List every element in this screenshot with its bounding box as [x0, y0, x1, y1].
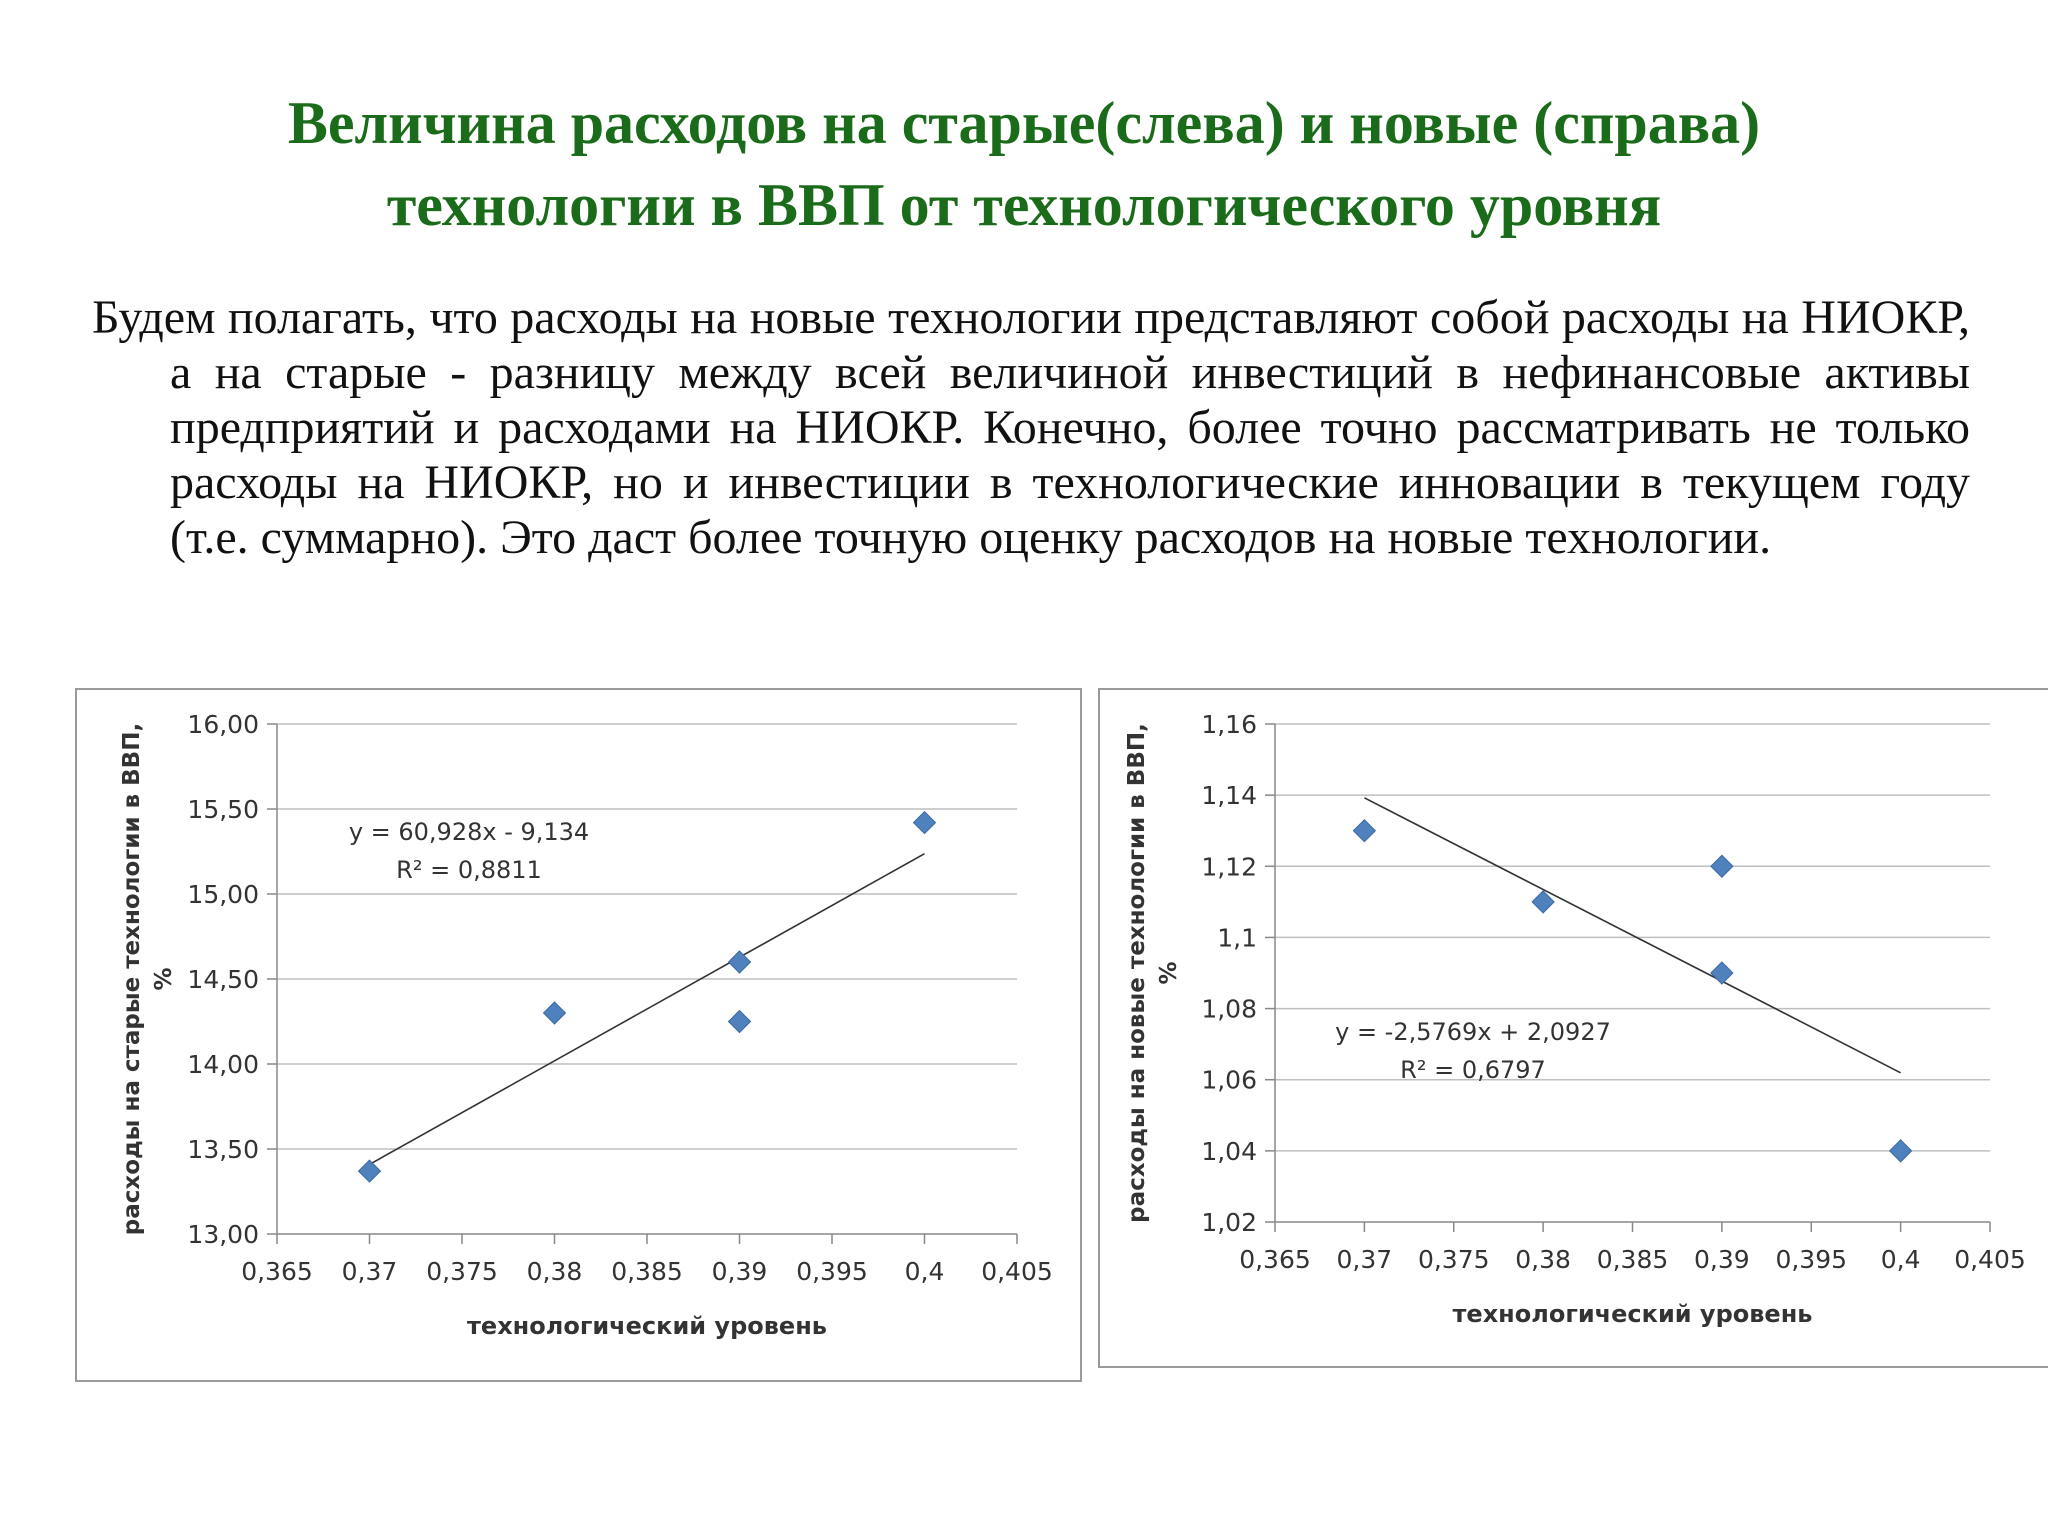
- data-point: [1531, 890, 1555, 914]
- x-tick-label: 0,375: [1418, 1245, 1490, 1274]
- x-tick-label: 0,395: [796, 1257, 868, 1286]
- data-point: [1710, 854, 1734, 878]
- x-tick-label: 0,395: [1775, 1245, 1847, 1274]
- slide-title-line-1: Величина расходов на старые(слева) и нов…: [287, 90, 1761, 156]
- y-tick-label: 1,06: [1201, 1066, 1257, 1095]
- data-point: [1710, 961, 1734, 985]
- data-point: [912, 810, 937, 835]
- y-tick-label: 1,08: [1201, 995, 1257, 1024]
- x-tick-label: 0,37: [1337, 1245, 1393, 1274]
- y-tick-label: 13,00: [187, 1220, 259, 1249]
- trendline-equation: y = 60,928x - 9,134: [349, 818, 589, 846]
- data-point: [357, 1159, 382, 1183]
- x-tick-label: 0,4: [1881, 1245, 1921, 1274]
- x-tick-label: 0,38: [527, 1257, 583, 1286]
- x-tick-label: 0,38: [1515, 1245, 1571, 1274]
- y-tick-label: 16,00: [187, 710, 259, 739]
- data-point: [727, 950, 752, 974]
- y-tick-label: 13,50: [187, 1135, 259, 1164]
- trendline-r-squared: R² = 0,6797: [1400, 1056, 1546, 1084]
- x-tick-label: 0,37: [342, 1257, 398, 1286]
- x-tick-label: 0,39: [1694, 1245, 1750, 1274]
- y-tick-label: 1,04: [1201, 1137, 1257, 1166]
- data-point: [1352, 819, 1377, 843]
- slide-title: Величина расходов на старые(слева) и нов…: [0, 82, 2048, 246]
- y-axis-label: расходы на новые технологии в ВВП,: [1124, 723, 1150, 1223]
- data-point: [1888, 1139, 1913, 1163]
- trendline-r-squared: R² = 0,8811: [396, 856, 542, 884]
- chart-new-technologies: 1,02 1,04 1,06 1,08 1,1 1,12 1,14 1,16 0,365 0,37…: [1098, 688, 2048, 1368]
- x-tick-label: 0,4: [905, 1257, 945, 1286]
- y-tick-label: 1,16: [1201, 710, 1257, 739]
- chart-old-technologies: 13,00 13,50 14,00 14,50 15,00 15,50 16,00 0,365…: [75, 688, 1082, 1382]
- x-tick-label: 0,365: [1239, 1245, 1311, 1274]
- chart-new-technologies-svg: 1,02 1,04 1,06 1,08 1,1 1,12 1,14 1,16 0,365 0,37…: [1124, 710, 2026, 1328]
- slide-title-line-2: технологии в ВВП от технологического уро…: [386, 172, 1662, 238]
- trendline-equation: y = -2,5769x + 2,0927: [1335, 1018, 1611, 1046]
- data-point: [542, 1001, 567, 1025]
- data-point: [727, 1009, 752, 1034]
- trendline: [369, 852, 925, 1166]
- y-axis-label-unit: %: [151, 967, 177, 990]
- x-tick-label: 0,365: [241, 1257, 313, 1286]
- x-axis-label: технологический уровень: [1453, 1300, 1813, 1328]
- x-tick-label: 0,39: [712, 1257, 768, 1286]
- x-tick-label: 0,405: [1954, 1245, 2026, 1274]
- x-tick-label: 0,375: [426, 1257, 498, 1286]
- y-tick-label: 14,50: [187, 965, 259, 994]
- y-axis-label-unit: %: [1156, 961, 1182, 984]
- body-paragraph: Будем полагать, что расходы на новые тех…: [92, 291, 1970, 564]
- y-tick-label: 15,50: [187, 795, 259, 824]
- x-tick-label: 0,385: [1597, 1245, 1669, 1274]
- y-tick-label: 1,14: [1201, 781, 1257, 810]
- chart-old-technologies-svg: 13,00 13,50 14,00 14,50 15,00 15,50 16,00 0,365…: [119, 710, 1053, 1340]
- y-axis-label: расходы на старые технологии в ВВП,: [119, 723, 145, 1235]
- x-axis-label: технологический уровень: [467, 1312, 827, 1340]
- x-tick-label: 0,385: [611, 1257, 683, 1286]
- y-tick-label: 14,00: [187, 1050, 259, 1079]
- trendline: [1364, 797, 1901, 1074]
- y-tick-label: 1,02: [1201, 1208, 1257, 1237]
- x-tick-label: 0,405: [981, 1257, 1053, 1286]
- y-tick-label: 15,00: [187, 880, 259, 909]
- y-tick-label: 1,12: [1201, 852, 1257, 881]
- y-tick-label: 1,1: [1217, 923, 1257, 952]
